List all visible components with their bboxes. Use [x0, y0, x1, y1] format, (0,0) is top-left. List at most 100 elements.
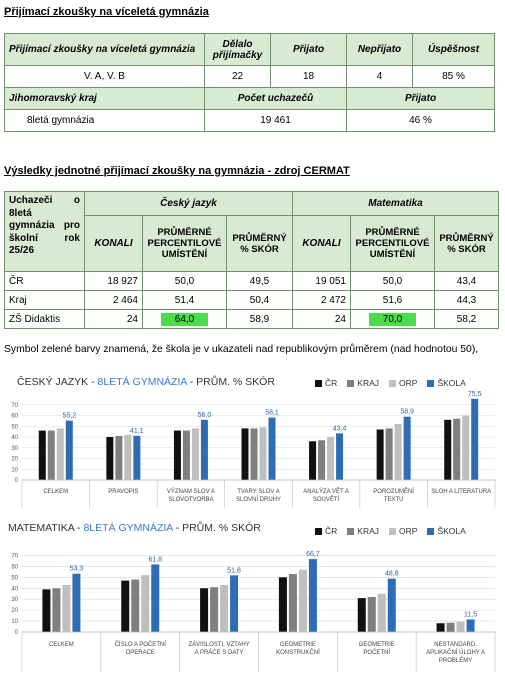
bar-orp: [462, 415, 470, 480]
bar-čr: [444, 419, 452, 480]
bar-škola: [403, 416, 411, 480]
bar-orp: [327, 437, 335, 480]
bar-orp: [259, 427, 267, 480]
y-tick-label: 40: [11, 435, 18, 441]
row-success: 85 %: [412, 65, 495, 88]
legend-swatch: [347, 527, 355, 535]
y-tick-label: 0: [15, 478, 19, 484]
chart1-czech-bars: 0 10 20 30 40 50 60 70 55,2 CELKEM 41,1 PRAVOPIS 56,…: [11, 391, 496, 508]
value-label: 41,1: [130, 428, 144, 435]
legend-item: ORP: [389, 526, 417, 536]
group-math: Matematika: [292, 191, 499, 216]
bar-kraj: [385, 428, 393, 480]
legend-item: KRAJ: [347, 378, 379, 388]
cell: 44,3: [434, 290, 499, 310]
legend-item: ŠKOLA: [427, 378, 466, 388]
value-label: 11,5: [464, 611, 477, 618]
bar-škola: [308, 559, 317, 632]
bar-kraj: [52, 588, 61, 632]
cell: 19 051: [292, 271, 351, 291]
section1-title: Přijímací zkoušky na víceletá gymnázia: [4, 6, 209, 18]
category-label: SLOVNÍ DRUHY: [236, 496, 281, 503]
bar-škola: [230, 575, 239, 632]
header-accepted: Přijato: [270, 33, 347, 66]
bar-škola: [387, 578, 396, 632]
highlight-czech-percentile: 64,0: [160, 312, 209, 326]
chart1-legend: ČR KRAJ ORP ŠKOLA: [315, 378, 466, 388]
bar-orp: [394, 424, 402, 480]
y-tick-label: 30: [11, 446, 18, 452]
category-label: ČÍSLO A POČETNÍ: [115, 641, 167, 648]
bar-orp: [56, 428, 64, 480]
sub-score-czech: PRŮMĚRNÝ % SKÓR: [226, 215, 293, 272]
cermat-table: Uchazeči o 8letá gymnázia pro školní rok…: [4, 191, 499, 329]
chart2-legend: ČR KRAJ ORP ŠKOLA: [315, 526, 466, 536]
sub-konali-czech: KONALI: [84, 215, 143, 272]
region-row-accepted: 46 %: [346, 109, 495, 132]
header-attended: Dělalo přijímačky: [204, 33, 271, 66]
category-label: GEOMETRIE: [359, 642, 395, 648]
category-label: POROZUMĚNÍ: [373, 487, 414, 495]
category-label: PRAVOPIS: [108, 489, 138, 495]
bar-orp: [298, 569, 307, 632]
category-label: NESTANDARD.: [434, 642, 477, 648]
region-row-label: 8letá gymnázia: [4, 109, 205, 132]
y-tick-label: 70: [11, 403, 18, 409]
legend-swatch: [315, 379, 322, 387]
category-label: ZÁVISLOSTI, VZTAHY: [188, 641, 249, 648]
bar-čr: [42, 589, 51, 632]
category-label: PROBLÉMY: [439, 657, 472, 664]
highlight-math-percentile: 70,0: [368, 312, 417, 326]
bar-kraj: [131, 579, 140, 632]
value-label: 58,9: [400, 409, 414, 416]
category-label: CELKEM: [49, 642, 74, 648]
sub-konali-math: KONALI: [292, 215, 351, 272]
header-rejected: Nepřijato: [346, 33, 413, 66]
bar-čr: [38, 430, 46, 480]
bar-kraj: [367, 597, 376, 632]
row-attended: 22: [204, 65, 271, 88]
cell: 2 464: [84, 290, 143, 310]
cell: 50,0: [142, 271, 227, 291]
y-tick-label: 20: [11, 608, 18, 614]
category-label: SOUVĚTÍ: [313, 495, 340, 503]
legend-swatch: [315, 527, 322, 535]
bar-orp: [191, 428, 199, 480]
bar-kraj: [250, 428, 258, 480]
value-label: 55,2: [62, 413, 76, 420]
legend-item: ORP: [389, 378, 417, 388]
bar-kraj: [210, 587, 219, 632]
bar-orp: [456, 621, 465, 632]
y-tick-label: 10: [11, 467, 18, 473]
value-label: 75,5: [468, 391, 482, 398]
category-label: TEXTU: [384, 497, 404, 503]
header-success: Úspěšnost: [412, 33, 495, 66]
section2-title: Výsledky jednotné přijímací zkoušky na g…: [4, 165, 350, 177]
cell: 58,2: [434, 309, 499, 329]
value-label: 48,8: [385, 571, 399, 578]
bar-orp: [124, 434, 132, 480]
bar-čr: [241, 428, 249, 480]
value-label: 53,3: [70, 566, 84, 573]
legend-item: KRAJ: [347, 526, 379, 536]
bar-kraj: [182, 430, 190, 480]
bar-škola: [151, 564, 160, 632]
cell: 2 472: [292, 290, 351, 310]
y-tick-label: 50: [11, 424, 18, 430]
chart1-title: ČESKÝ JAZYK - 8LETÁ GYMNÁZIA - PRŮM. % S…: [17, 376, 275, 388]
admissions-table: Přijímací zkoušky na víceletá gymnázia D…: [4, 33, 495, 132]
region-header-applicants: Počet uchazečů: [204, 87, 347, 110]
chart2-math-bars: 0 10 20 30 40 50 60 70 53,3 CELKEM 61,8 ČÍSLO A POČ…: [11, 551, 496, 672]
cell: 49,5: [226, 271, 293, 291]
value-label: 43,4: [333, 425, 347, 432]
category-label: A PRÁCE S DATY: [195, 649, 244, 656]
bar-orp: [220, 584, 229, 632]
bar-kraj: [288, 574, 297, 632]
group-czech: Český jazyk: [84, 191, 293, 216]
cell: 43,4: [434, 271, 499, 291]
bar-škola: [200, 419, 208, 480]
region-header-label: Jihomoravský kraj: [4, 87, 205, 110]
sub-percentile-czech: PRŮMĚRNÉ PERCENTILOVÉ UMÍSTĚNÍ: [142, 215, 227, 272]
y-tick-label: 10: [11, 619, 18, 625]
category-label: SLOVOTVORBA: [168, 497, 213, 503]
